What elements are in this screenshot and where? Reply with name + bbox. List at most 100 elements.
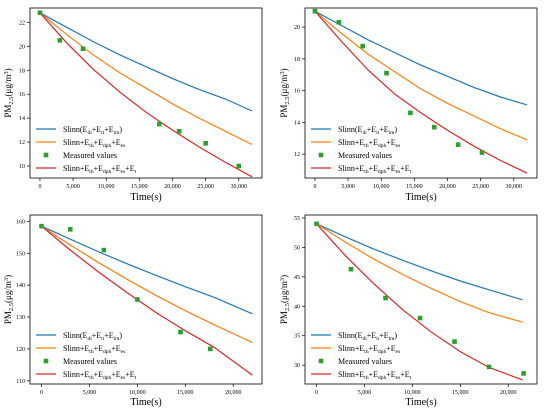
- y-tick-label: 20: [19, 44, 25, 50]
- measured-point: [207, 346, 213, 352]
- x-tick-label: 15,000: [452, 390, 469, 396]
- series-line-1: [39, 12, 253, 146]
- measured-point: [57, 38, 63, 43]
- x-axis-title: Time(s): [405, 192, 436, 203]
- x-tick-label: 0: [40, 390, 43, 396]
- measured-point: [455, 142, 461, 147]
- legend-label: Slinn+Eth+Edph+Ees+Et: [63, 370, 137, 381]
- legend-swatch: [43, 358, 49, 364]
- y-tick-label: 12: [19, 140, 25, 146]
- legend-label: Slinn+Eth+Edph+Ees+Et: [63, 164, 137, 175]
- legend: Slinn(Edi+Eit+Eim) Slinn+Eth+Edph+Ees Meas…: [36, 125, 137, 175]
- legend: Slinn(Edi+Eit+Eim) Slinn+Eth+Edph+Ees Meas…: [311, 125, 412, 175]
- chart-panel-top-left: 0 5,000 10,000 15,000 20,000 25,000 30,000 10 12…: [3, 7, 263, 203]
- y-tick-label: 14: [294, 120, 300, 126]
- measured-point: [336, 19, 342, 25]
- legend-swatch: [318, 358, 324, 364]
- series-line-3: [39, 12, 253, 178]
- series-line-0: [39, 12, 253, 112]
- x-tick-label: 15,000: [177, 390, 194, 396]
- y-tick-label: 110: [16, 379, 25, 385]
- legend: Slinn(Edi+Eit+Eim) Slinn+Eth+Edph+Ees Meas…: [36, 331, 137, 381]
- legend-label: Slinn(Edi+Eit+Eim): [63, 125, 122, 136]
- x-tick-label: 20,000: [164, 184, 181, 190]
- legend-label: Slinn+Eth+Edph+Ees: [338, 344, 400, 355]
- measured-point: [384, 70, 389, 76]
- y-tick-label: 45: [294, 275, 300, 281]
- measured-point: [156, 121, 162, 127]
- series-line-0: [316, 223, 523, 301]
- x-tick-label: 20,000: [500, 390, 517, 396]
- legend: Slinn(Edi+Eit+Eim) Slinn+Eth+Edph+Ees Meas…: [311, 331, 412, 381]
- y-tick-label: 130: [16, 315, 25, 321]
- series-line-3: [314, 10, 528, 174]
- y-tick-label: 16: [294, 89, 300, 95]
- y-tick-label: 160: [16, 219, 25, 225]
- measured-point: [314, 221, 319, 227]
- x-axis-title: Time(s): [405, 397, 436, 408]
- x-axis-title: Time(s): [130, 192, 161, 203]
- measured-point: [236, 163, 242, 169]
- y-axis-title: PM2.5(μg/m3): [279, 275, 291, 324]
- x-tick-label: 10,000: [404, 390, 421, 396]
- measured-point: [312, 8, 318, 14]
- measured-point: [67, 227, 73, 232]
- y-tick-label: 50: [294, 245, 300, 251]
- series-line-1: [314, 10, 528, 141]
- plot-frame: [304, 214, 538, 385]
- legend-label: Measured values: [338, 357, 392, 366]
- measured-point: [431, 124, 437, 130]
- measured-point: [360, 43, 365, 49]
- series-line-0: [314, 10, 528, 106]
- x-axis-title: Time(s): [130, 397, 161, 408]
- series-line-3: [316, 223, 523, 381]
- x-tick-label: 20,000: [439, 184, 456, 190]
- y-tick-label: 40: [294, 304, 300, 310]
- measured-point: [39, 223, 44, 229]
- x-tick-label: 5,000: [341, 184, 355, 190]
- y-tick-label: 30: [294, 363, 300, 369]
- measured-point: [80, 46, 86, 52]
- measured-point: [479, 150, 485, 155]
- x-tick-label: 5,000: [83, 390, 97, 396]
- legend-label: Slinn+Eth+Edph+Ees+Et: [338, 370, 412, 381]
- measured-point: [408, 110, 413, 116]
- plot-frame: [304, 7, 538, 179]
- measured-point: [37, 10, 43, 16]
- chart-panel-top-right: 0 5,000 10,000 15,000 20,000 25,000 30,000 12 14…: [279, 7, 538, 203]
- x-tick-label: 25,000: [472, 184, 489, 190]
- x-tick-label: 5,000: [66, 184, 80, 190]
- legend-label: Measured values: [63, 151, 117, 160]
- legend-label: Measured values: [338, 151, 392, 160]
- y-tick-label: 22: [19, 20, 25, 26]
- legend-swatch: [318, 152, 324, 158]
- series-line-1: [41, 225, 253, 344]
- legend-label: Slinn+Eth+Edph+Ees: [63, 138, 125, 149]
- legend-label: Slinn(Edi+Eit+Eim): [338, 125, 397, 136]
- measured-point: [383, 295, 388, 301]
- chart-panel-bottom-right: 0 5,000 10,000 15,000 20,000 30 35 40 45 50 55 Time…: [279, 214, 538, 408]
- x-tick-label: 30,000: [506, 184, 523, 190]
- x-tick-label: 10,000: [98, 184, 115, 190]
- plot-area: [312, 8, 528, 174]
- measured-point: [203, 140, 208, 146]
- legend-label: Measured values: [63, 357, 117, 366]
- x-tick-label: 10,000: [373, 184, 390, 190]
- measured-point: [486, 364, 492, 370]
- measured-point: [178, 329, 183, 335]
- y-tick-label: 150: [16, 251, 25, 257]
- plot-area: [39, 223, 253, 376]
- x-tick-label: 0: [315, 390, 318, 396]
- legend-label: Slinn+Eth+Edph+Ees+Et: [338, 164, 412, 175]
- y-axis-title: PM2.5(μg/m3): [279, 68, 291, 117]
- y-tick-label: 35: [294, 334, 300, 340]
- y-tick-label: 20: [294, 25, 300, 31]
- y-tick-label: 10: [19, 164, 25, 170]
- measured-point: [521, 371, 526, 376]
- x-tick-label: 30,000: [231, 184, 248, 190]
- measured-point: [348, 266, 354, 272]
- plot-area: [37, 10, 253, 178]
- y-tick-label: 12: [294, 152, 300, 158]
- x-tick-label: 0: [313, 184, 316, 190]
